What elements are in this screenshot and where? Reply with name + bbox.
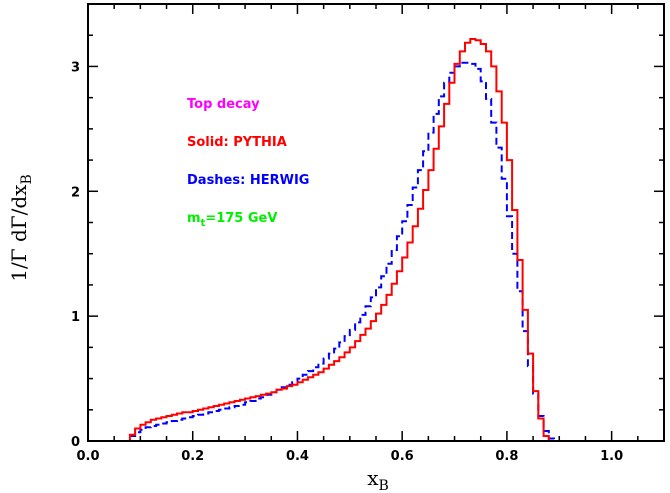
x-tick-label: 0.8 <box>495 449 518 464</box>
plot-frame <box>87 3 665 442</box>
x-axis-title: xB <box>367 466 389 493</box>
annotation-text: Top decay <box>187 97 260 112</box>
annotation-1: Top decay <box>187 97 260 112</box>
annotation-4: mt=175 GeV <box>187 211 277 229</box>
ticks-layer: 0.0 0.2 0.4 0.6 0.8 1.0 0 1 2 3 <box>71 3 665 464</box>
annotation-suffix: =175 GeV <box>205 211 277 226</box>
x-tick-label: 0.0 <box>76 449 99 464</box>
annotation-text: m <box>187 211 201 226</box>
x-tick-label: 0.4 <box>286 449 309 464</box>
x-axis-title-main: x <box>367 466 379 490</box>
x-tick-label: 0.2 <box>181 449 204 464</box>
annotation-2: Solid: PYTHIA <box>187 135 287 150</box>
annotation-text: Dashes: HERWIG <box>187 173 309 188</box>
y-tick-label: 0 <box>71 435 80 450</box>
x-tick-label: 1.0 <box>600 449 623 464</box>
annotations: Top decay Solid: PYTHIA Dashes: HERWIG mt=1… <box>187 97 309 229</box>
series-layer <box>124 38 560 441</box>
y-tick-label: 1 <box>71 310 80 325</box>
annotation-sub: t <box>201 218 206 229</box>
annotation-3: Dashes: HERWIG <box>187 173 309 188</box>
y-tick-label: 2 <box>71 185 80 200</box>
y-tick-label: 3 <box>71 60 80 75</box>
y-axis-title-main: 1/Γ dΓ/dx <box>7 184 31 282</box>
series-herwig-line <box>124 61 560 441</box>
y-axis-title: 1/Γ dΓ/dxB <box>7 174 35 282</box>
x-axis-title-sub: B <box>378 478 388 493</box>
x-tick-label: 0.6 <box>391 449 414 464</box>
y-axis-title-sub: B <box>19 174 35 184</box>
annotation-text: Solid: PYTHIA <box>187 135 287 150</box>
series-pythia-line <box>124 38 554 441</box>
